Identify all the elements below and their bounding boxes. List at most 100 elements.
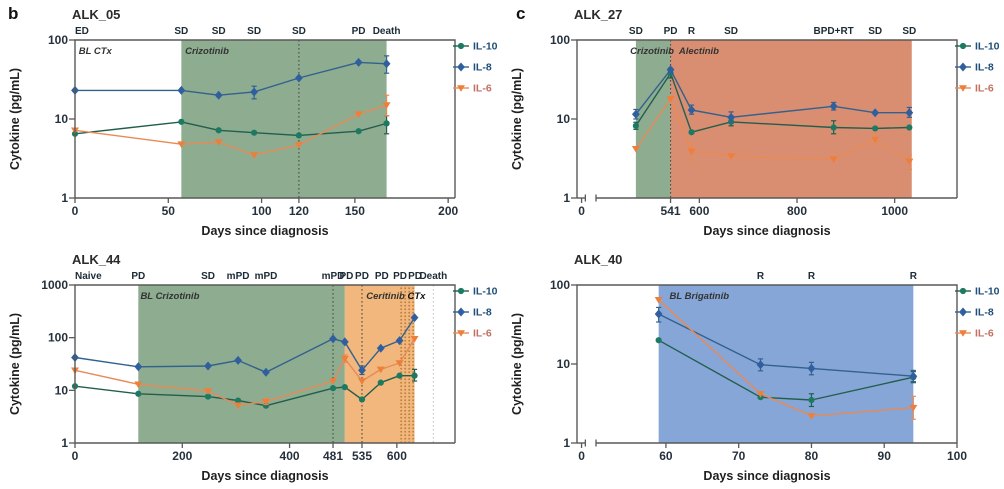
legend-item: IL-10 [453,41,498,53]
x-tick-label: 800 [787,204,807,218]
data-point-marker [135,390,142,397]
data-point-marker [631,109,640,119]
annotation-label: R [808,271,816,282]
data-point-marker [396,372,403,379]
legend-label: IL-10 [975,41,1000,53]
y-tick-label: 100 [48,331,68,345]
series-IL-8 [71,313,419,377]
data-point-marker [688,129,695,136]
data-point-marker [666,96,675,103]
data-point-marker [382,59,391,69]
annotation-label: PD [664,26,678,37]
legend-marker-triangle-icon [457,85,465,92]
data-point-marker [295,132,302,139]
annotation-label: PD [339,271,353,282]
x-tick-label: 0 [578,204,585,218]
treatment-label: Ceritinib CTx [366,291,426,302]
x-axis-label: Days since diagnosis [703,224,830,238]
data-point-marker [631,145,640,153]
data-point-marker [829,101,838,111]
data-point-marker [807,363,816,373]
series-line [658,313,914,377]
treatment-label: Crizotinib [630,46,674,57]
y-tick-label: 10 [557,357,571,371]
legend-item: IL-10 [453,286,498,298]
annotation-label: mPD [227,271,250,282]
annotation-label: SD [174,26,188,37]
x-tick-label: 50 [162,204,176,218]
y-tick-label: 10 [55,112,69,126]
series-IL-6 [654,296,918,420]
x-tick-label: 70 [732,449,746,463]
legend-item: IL-6 [453,83,492,95]
data-point-marker [905,108,914,118]
data-point-marker [410,313,419,323]
data-point-marker [355,128,362,135]
annotation-label: ED [75,26,89,37]
x-tick-label: 90 [878,449,892,463]
annotation-label: PD [352,26,366,37]
annotation-label: PD [375,271,389,282]
data-point-marker [905,158,914,166]
data-point-marker [376,366,385,374]
stipple-band [399,285,415,443]
data-point-marker [383,120,390,127]
data-point-marker [411,372,418,379]
annotation-label: R [688,26,696,37]
treatment-band [670,40,912,198]
series-IL-10 [71,115,390,139]
data-point-marker [329,378,338,385]
annotation-label: Death [373,26,401,37]
data-point-marker [687,105,696,115]
data-point-marker [632,122,639,129]
legend-marker-diamond-icon [959,62,967,72]
data-point-marker [250,152,259,159]
x-tick-label: 1000 [881,204,908,218]
x-tick-label: 541 [661,204,681,218]
data-point-marker [204,393,212,400]
data-point-marker [214,90,223,100]
legend-label: IL-8 [473,307,492,319]
x-tick-label: 400 [280,449,300,463]
data-point-marker [204,361,212,371]
legend-label: IL-8 [975,62,994,74]
x-tick-label: 150 [345,204,365,218]
data-point-marker [234,402,243,410]
panel-letter-c: c [516,4,526,23]
chart-title: ALK_05 [72,7,120,22]
data-point-marker [177,85,186,95]
x-tick-label: 120 [289,204,309,218]
y-axis-label: Cytokine (pg/mL) [510,68,524,170]
data-point-marker [655,337,662,344]
y-tick-label: 10 [55,383,69,397]
data-point-marker [250,87,259,97]
data-point-marker [204,388,213,395]
x-axis-label: Days since diagnosis [703,469,830,483]
legend-item: IL-6 [955,83,994,95]
data-point-marker [666,65,675,75]
y-axis-label: Cytokine (pg/mL) [8,68,22,170]
data-point-marker [329,334,337,344]
y-tick-label: 100 [550,278,570,292]
data-point-marker [261,398,270,406]
data-point-marker [376,343,385,353]
legend-label: IL-8 [473,62,492,74]
chart-alk-40: 1 10 100 0 60 70 80 90 100 R R R BL Brigatinib ALK_40… [510,252,1000,483]
x-tick-label: 0 [72,449,79,463]
annotation-label: mPD [255,271,278,282]
annotation-label: SD [629,26,643,37]
data-point-marker [178,118,185,125]
data-point-marker [654,309,663,319]
annotation-label: SD [902,26,916,37]
series-IL-8 [71,55,391,100]
series-line [658,299,914,417]
legend-item: IL-6 [453,328,492,340]
series-IL-6 [631,96,914,171]
data-point-marker [134,381,143,389]
data-point-marker [377,379,384,386]
chart-title: ALK_27 [574,7,622,22]
y-tick-label: 10 [557,112,571,126]
data-point-marker [654,296,663,304]
data-point-marker [358,396,366,403]
